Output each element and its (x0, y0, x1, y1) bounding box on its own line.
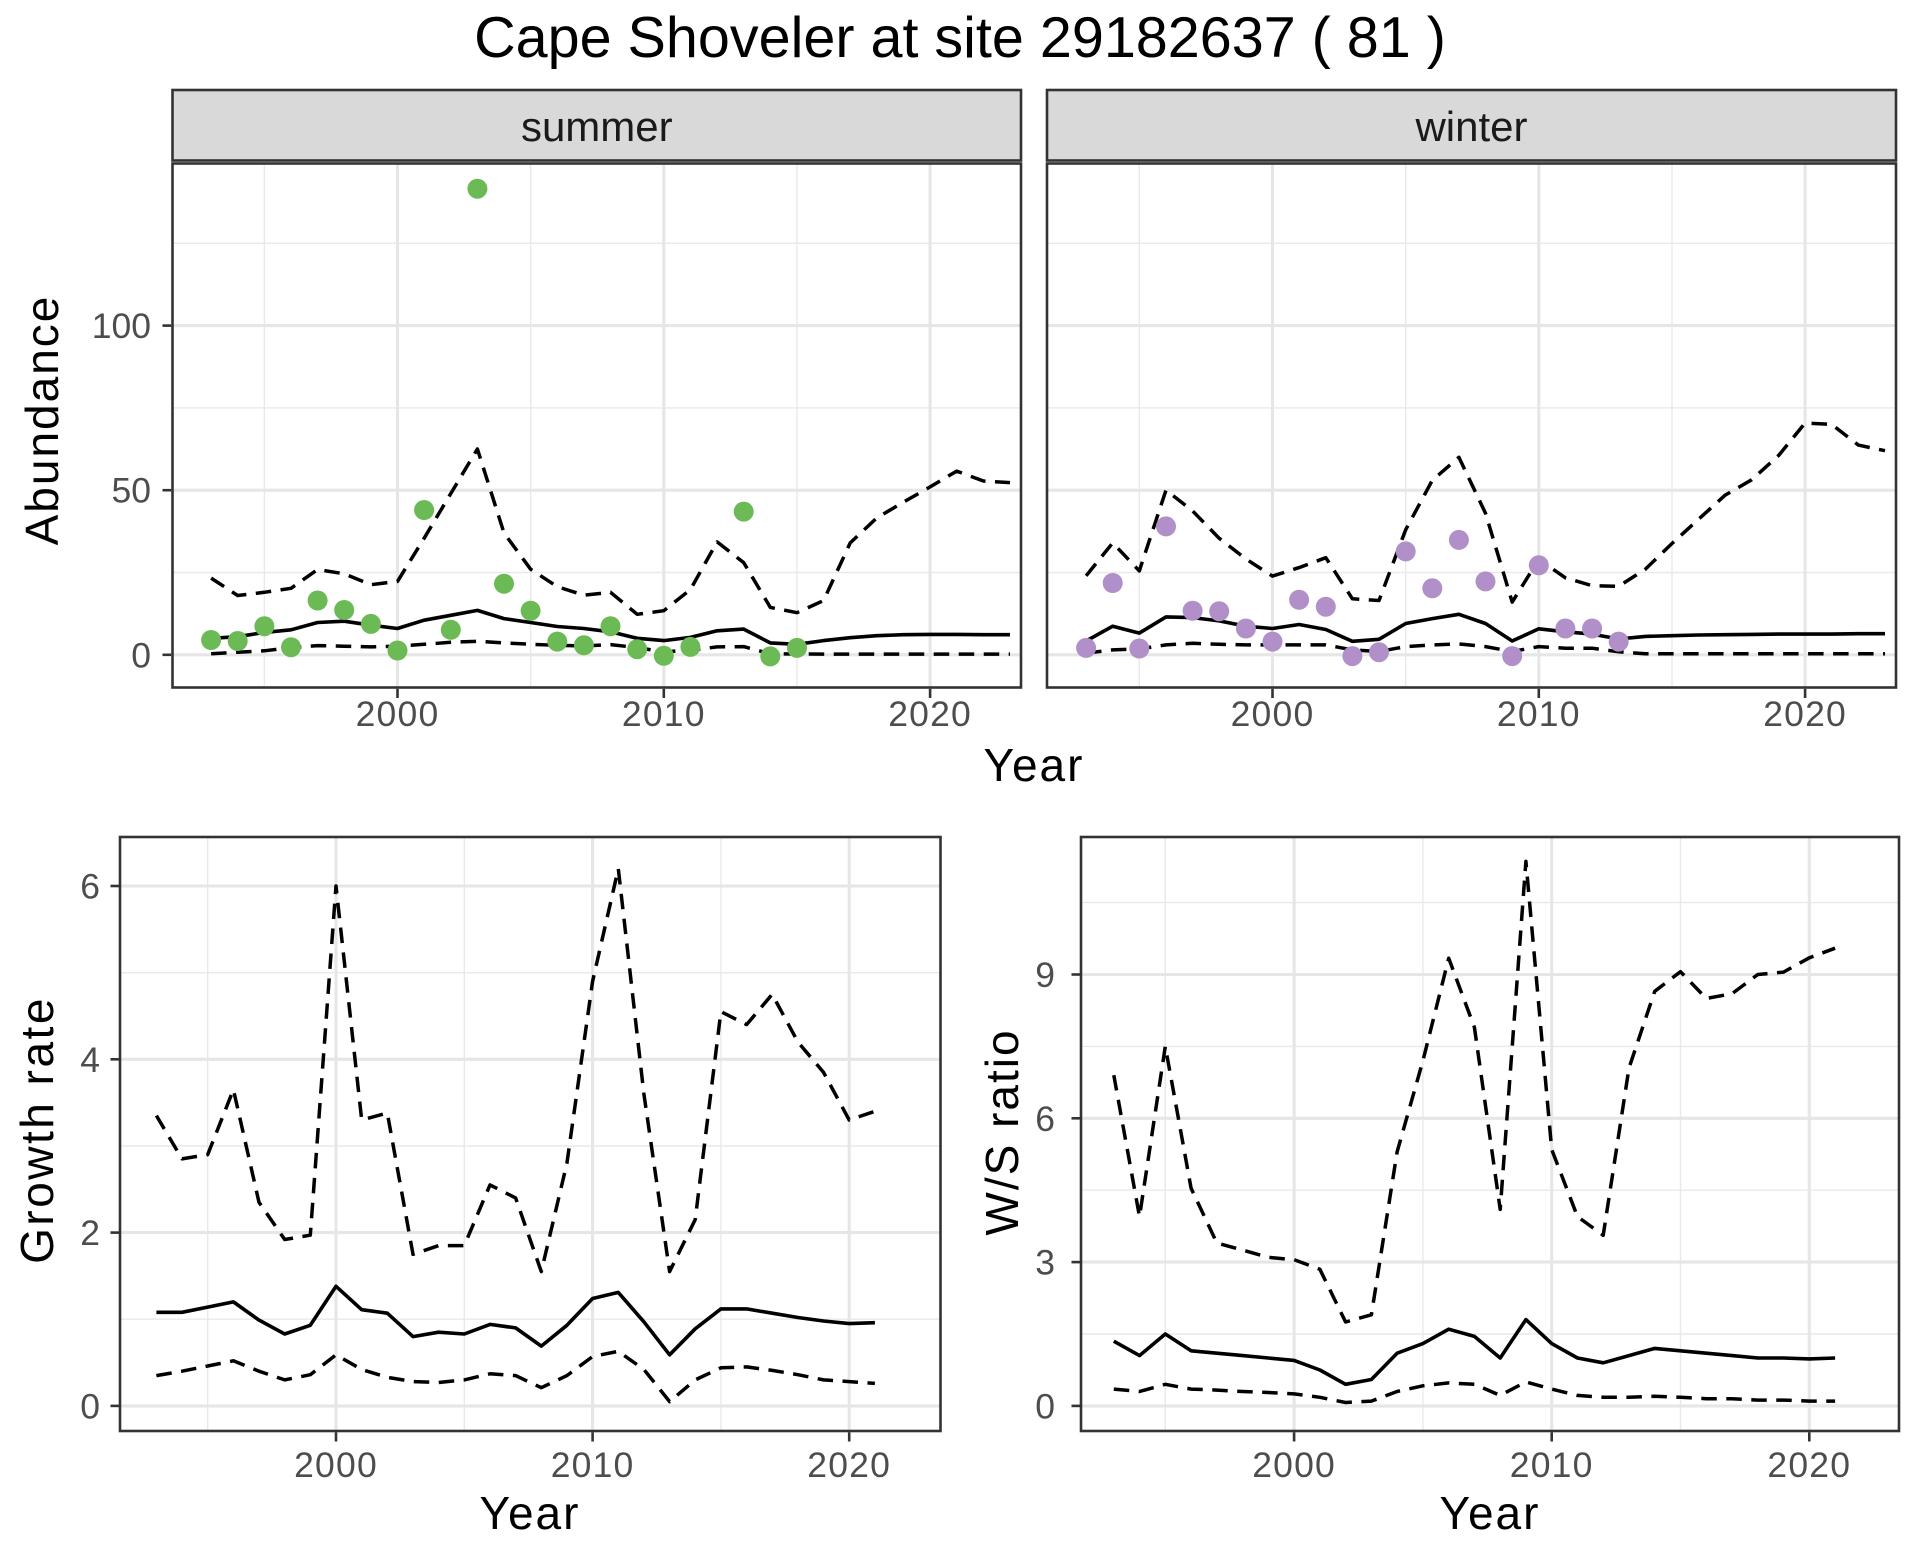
svg-text:9: 9 (1035, 955, 1055, 995)
svg-text:Cape Shoveler at site 29182637: Cape Shoveler at site 29182637 ( 81 ) (474, 6, 1446, 70)
svg-text:2000: 2000 (1252, 1445, 1336, 1485)
svg-text:Growth rate: Growth rate (11, 996, 63, 1264)
svg-text:2010: 2010 (1497, 694, 1581, 734)
svg-text:2020: 2020 (888, 694, 972, 734)
svg-text:2010: 2010 (551, 1445, 635, 1485)
svg-text:0: 0 (1035, 1386, 1055, 1426)
svg-text:Year: Year (1440, 1487, 1541, 1539)
svg-text:0: 0 (80, 1386, 100, 1426)
svg-text:2020: 2020 (807, 1445, 891, 1485)
svg-text:0: 0 (131, 635, 151, 675)
svg-text:Year: Year (984, 739, 1085, 791)
svg-text:W/S ratio: W/S ratio (976, 1028, 1028, 1235)
svg-text:2000: 2000 (294, 1445, 378, 1485)
svg-text:4: 4 (80, 1040, 100, 1080)
svg-text:Abundance: Abundance (16, 295, 68, 546)
svg-text:2010: 2010 (1510, 1445, 1594, 1485)
svg-text:100: 100 (92, 306, 151, 346)
svg-text:winter: winter (1414, 103, 1527, 150)
svg-text:2020: 2020 (1767, 1445, 1851, 1485)
svg-text:2: 2 (80, 1213, 100, 1253)
svg-text:Year: Year (480, 1487, 581, 1539)
svg-text:2010: 2010 (622, 694, 706, 734)
svg-text:50: 50 (112, 471, 152, 511)
svg-text:2020: 2020 (1763, 694, 1847, 734)
svg-text:2000: 2000 (1231, 694, 1315, 734)
svg-text:6: 6 (80, 867, 100, 907)
svg-text:summer: summer (521, 103, 673, 150)
svg-text:6: 6 (1035, 1099, 1055, 1139)
svg-text:2000: 2000 (356, 694, 440, 734)
svg-text:3: 3 (1035, 1243, 1055, 1283)
